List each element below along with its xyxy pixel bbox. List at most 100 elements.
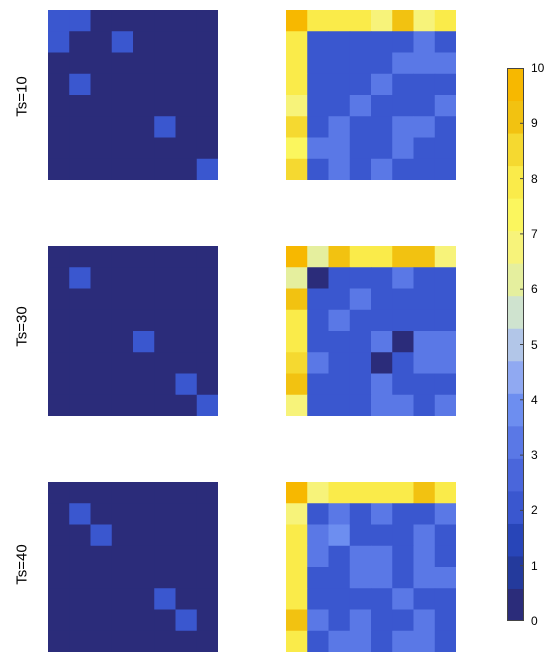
heatmap-cell (413, 567, 436, 589)
heatmap-cell (133, 394, 155, 416)
heatmap-cell (328, 482, 351, 504)
heatmap-cell (286, 524, 308, 547)
heatmap-cell (48, 267, 70, 289)
heatmap-cell (328, 630, 351, 652)
heatmap-cell (307, 116, 329, 138)
heatmap-cell (111, 567, 134, 589)
heatmap-cell (48, 10, 70, 32)
heatmap-cell (286, 73, 308, 96)
heatmap-cell (154, 373, 176, 396)
heatmap-cell (307, 31, 329, 53)
colorbar-band (507, 328, 524, 362)
heatmap-cell (196, 52, 218, 75)
heatmap-cell (90, 158, 113, 180)
heatmap-cell (349, 331, 372, 353)
heatmap-cell (48, 309, 70, 332)
heatmap-cell (111, 352, 134, 374)
heatmap-cell (434, 52, 456, 75)
colorbar-tick-label: 10 (531, 61, 545, 75)
heatmap-cell (286, 482, 308, 504)
heatmap-cell (154, 10, 176, 32)
heatmap-cell (307, 52, 329, 75)
heatmap-cell (392, 394, 414, 416)
heatmap-cell (392, 73, 414, 96)
heatmap-cell (371, 609, 393, 632)
heatmap-cell (434, 394, 456, 416)
heatmap-cell (286, 116, 308, 138)
heatmap-cell (349, 352, 372, 374)
heatmap-ts40-right (286, 482, 456, 652)
heatmap-ts30-right (286, 246, 456, 416)
heatmap-cell (434, 158, 456, 180)
heatmap-cell (175, 482, 198, 504)
heatmap-cell (349, 309, 372, 332)
heatmap-cell (392, 567, 414, 589)
heatmap-cell (392, 52, 414, 75)
colorbar-band (507, 360, 524, 394)
heatmap-cell (434, 588, 456, 610)
heatmap-cell (175, 609, 198, 632)
colorbar-tick-label: 4 (531, 392, 538, 407)
heatmap-cell (286, 609, 308, 632)
colorbar (507, 68, 524, 621)
colorbar-band (507, 458, 524, 492)
colorbar-tick-label: 6 (531, 282, 538, 297)
heatmap-cell (69, 116, 91, 138)
heatmap-cell (175, 31, 198, 53)
heatmap-cell (286, 567, 308, 589)
heatmap-cell (133, 503, 155, 525)
heatmap-cell (328, 352, 351, 374)
heatmap-cell (328, 52, 351, 75)
heatmap-ts40-left (48, 482, 218, 652)
heatmap-cell (434, 73, 456, 96)
heatmap-cell (111, 288, 134, 311)
heatmap-cell (328, 331, 351, 353)
heatmap-cell (413, 246, 436, 268)
heatmap-cell (175, 10, 198, 32)
heatmap-cell (48, 630, 70, 652)
heatmap-cell (133, 373, 155, 396)
heatmap-cell (154, 95, 176, 117)
colorbar-band (507, 263, 524, 297)
heatmap-cell (90, 95, 113, 117)
heatmap-cell (111, 31, 134, 53)
heatmap-cell (434, 524, 456, 547)
heatmap-cell (286, 10, 308, 32)
heatmap-cell (328, 394, 351, 416)
heatmap-cell (371, 630, 393, 652)
heatmap-cell (111, 394, 134, 416)
heatmap-cell (90, 373, 113, 396)
heatmap-cell (111, 137, 134, 160)
heatmap-cell (307, 567, 329, 589)
heatmap-cell (69, 524, 91, 547)
heatmap-cell (349, 73, 372, 96)
colorbar-band (507, 198, 524, 232)
heatmap-cell (328, 545, 351, 568)
heatmap-cell (111, 482, 134, 504)
heatmap-cell (371, 394, 393, 416)
heatmap-cell (392, 331, 414, 353)
heatmap-cell (133, 567, 155, 589)
heatmap-cell (349, 482, 372, 504)
heatmap-cell (90, 10, 113, 32)
heatmap-cell (286, 309, 308, 332)
heatmap-cell (90, 588, 113, 610)
heatmap-cell (175, 588, 198, 610)
colorbar-band (507, 133, 524, 167)
colorbar-tick-label: 3 (531, 448, 538, 463)
heatmap-cell (413, 73, 436, 96)
heatmap-cell (69, 246, 91, 268)
heatmap-cell (175, 95, 198, 117)
heatmap-cell (307, 10, 329, 32)
heatmap-cell (196, 267, 218, 289)
heatmap-cell (349, 137, 372, 160)
heatmap-cell (90, 73, 113, 96)
heatmap-cell (154, 588, 176, 610)
heatmap-cell (175, 524, 198, 547)
heatmap-cell (328, 246, 351, 268)
heatmap-cell (349, 545, 372, 568)
heatmap-cell (307, 331, 329, 353)
heatmap-cell (196, 10, 218, 32)
heatmap-cell (69, 394, 91, 416)
heatmap-cell (371, 95, 393, 117)
